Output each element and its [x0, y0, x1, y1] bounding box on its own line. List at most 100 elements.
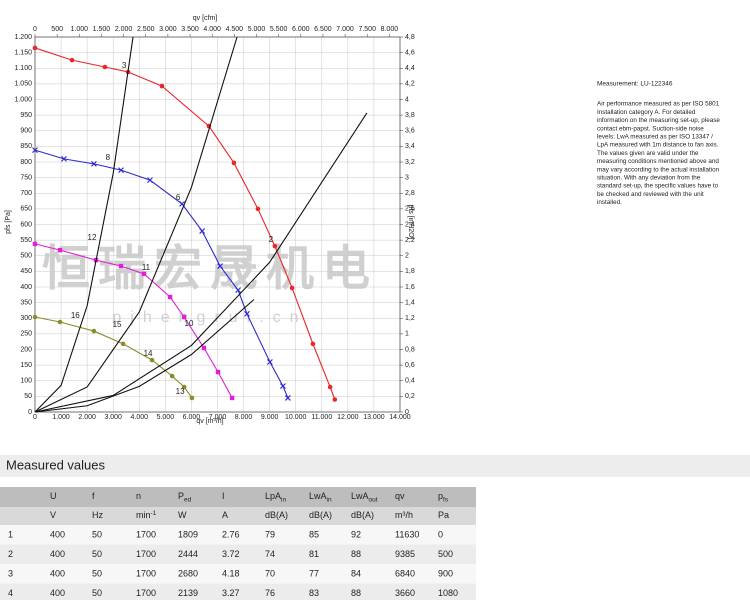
table-row-bg	[0, 564, 476, 584]
y-tick-label: 1.200	[14, 34, 32, 41]
data-point	[141, 271, 147, 277]
y-tick-label: 1.000	[14, 96, 32, 103]
table-header: LwAout	[351, 491, 378, 503]
table-cell: 70	[265, 568, 275, 578]
x-tick-label: 12.000	[337, 414, 359, 421]
table-unit-text: min	[136, 510, 151, 520]
x-tick-label: 6.000	[183, 414, 201, 421]
table-cell: 50	[92, 549, 102, 559]
x-tick-label: 7.000	[209, 414, 227, 421]
table-header-sub: in	[281, 496, 286, 503]
table-header: I	[222, 491, 225, 501]
table-header: qv	[395, 491, 405, 501]
data-point	[217, 263, 224, 269]
y-tick-label: 350	[20, 299, 32, 306]
x2-tick-label: 6.500	[314, 26, 332, 33]
table-header: pfs	[438, 491, 449, 503]
data-point	[266, 359, 273, 365]
y2-axis-label: pfs [inH2O]	[407, 204, 414, 239]
table-cell: 4.18	[222, 568, 240, 578]
table-unit: m³/h	[395, 510, 413, 520]
data-point	[149, 357, 155, 363]
data-point	[32, 241, 38, 247]
y-tick-label: 800	[20, 159, 32, 166]
data-point	[332, 397, 338, 402]
y-tick-label: 1.100	[14, 65, 32, 72]
data-point	[289, 285, 295, 291]
data-point	[118, 263, 124, 269]
table-cell: 3.72	[222, 549, 240, 559]
y-axis-label: pfs [Pa]	[5, 210, 12, 234]
annotation: 11	[142, 263, 151, 272]
y2-tick-label: 0	[405, 409, 409, 416]
series-line	[34, 112, 368, 413]
x2-tick-label: 5.000	[248, 26, 266, 33]
table-cell: 84	[351, 568, 361, 578]
y2-tick-label: 1	[405, 331, 409, 338]
data-point	[215, 369, 221, 375]
y2-tick-label: 2,4	[405, 221, 415, 228]
table-header-sub: ed	[184, 496, 192, 503]
y-tick-label: 700	[20, 190, 32, 197]
data-point	[102, 64, 108, 70]
table-cell: 400	[50, 588, 65, 598]
table-cell: 11630	[395, 529, 419, 539]
table-header: Ped	[178, 491, 192, 503]
table-unit-text: W	[178, 510, 187, 520]
table-units-bg	[0, 507, 476, 525]
y2-tick-label: 1,6	[405, 284, 415, 291]
y2-tick-label: 1,4	[405, 299, 415, 306]
y-tick-label: 950	[20, 112, 32, 119]
note-line: be checked and reviewed with the unit	[597, 191, 704, 198]
table-cell: 50	[92, 588, 102, 598]
x-tick-label: 3.000	[104, 414, 122, 421]
y2-tick-label: 0,6	[405, 362, 415, 369]
data-point	[32, 45, 38, 51]
x2-tick-label: 4.500	[226, 26, 244, 33]
x2-tick-label: 7.000	[336, 26, 354, 33]
annotation: 16	[71, 311, 80, 320]
table-header-sub: out	[369, 496, 378, 503]
y2-tick-label: 4	[405, 96, 409, 103]
y-tick-label: 650	[20, 206, 32, 213]
y2-tick-label: 4,2	[405, 81, 415, 88]
table-cell: 1700	[136, 568, 156, 578]
table-row-bg	[0, 544, 476, 564]
y-tick-label: 900	[20, 128, 32, 135]
table-unit: dB(A)	[265, 510, 288, 520]
table-header-text: LwA	[351, 491, 369, 501]
x2-tick-label: 7.500	[358, 26, 376, 33]
table-unit: Pa	[438, 510, 449, 520]
note-line: situation. With any deviation from the	[597, 174, 701, 181]
table-header-text: LwA	[309, 491, 327, 501]
x-tick-label: 0	[33, 414, 37, 421]
x2-tick-label: 6.000	[292, 26, 310, 33]
y-tick-label: 150	[20, 362, 32, 369]
x-tick-label: 2.000	[78, 414, 96, 421]
data-point	[120, 341, 126, 347]
data-point	[310, 341, 316, 347]
y-tick-label: 850	[20, 143, 32, 150]
y2-tick-label: 0,8	[405, 346, 415, 353]
x2-axis-label: qv [cfm]	[193, 15, 218, 22]
data-point	[284, 395, 291, 401]
data-point	[57, 247, 63, 253]
table-row-bg	[0, 525, 476, 545]
table-unit: A	[222, 510, 228, 520]
annotation: 13	[176, 387, 185, 396]
note-line: installed.	[597, 199, 622, 206]
series-line	[34, 316, 193, 399]
data-point	[280, 383, 286, 389]
y2-tick-label: 4,8	[405, 34, 415, 41]
annotation: 14	[144, 349, 153, 358]
table-cell: 92	[351, 529, 361, 539]
table-cell: 76	[265, 588, 275, 598]
data-point	[57, 319, 63, 325]
table-unit: V	[50, 510, 56, 520]
table-cell: 50	[92, 568, 102, 578]
table-cell: 0	[438, 529, 443, 539]
series-line	[34, 36, 134, 413]
table-cell: 3660	[395, 588, 415, 598]
data-point	[32, 147, 38, 154]
data-point	[201, 345, 207, 351]
